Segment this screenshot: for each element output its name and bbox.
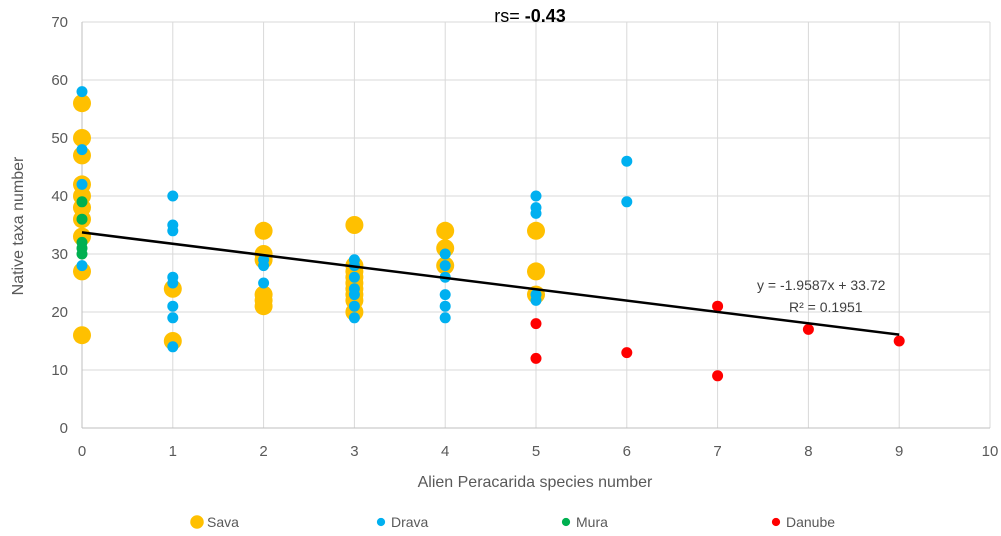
trendline-r-squared: R² = 0.1951: [789, 299, 863, 315]
legend: Sava Drava Mura Danube: [190, 514, 835, 530]
x-tick-label-9: 9: [895, 443, 903, 460]
point-sava-30: [527, 221, 545, 240]
y-tick-label-20: 20: [51, 304, 68, 321]
x-tick-label-5: 5: [532, 443, 540, 460]
point-danube-0: [530, 318, 542, 330]
point-drava-3: [76, 260, 88, 272]
point-sava-31: [527, 262, 545, 281]
point-sava-17: [254, 297, 273, 316]
point-drava-23: [439, 260, 451, 272]
y-axis-title: Native taxa number: [10, 156, 27, 295]
point-sava-27: [436, 221, 455, 240]
y-tick-label-30: 30: [51, 246, 68, 263]
correlation-annotation: rs= -0.43: [494, 6, 566, 26]
point-drava-33: [621, 155, 633, 167]
point-drava-11: [167, 341, 179, 353]
x-tick-label-0: 0: [78, 443, 86, 460]
point-drava-8: [167, 277, 179, 289]
trendline: [81, 231, 900, 336]
x-tick-label-3: 3: [350, 443, 358, 460]
x-tick-label-4: 4: [441, 443, 449, 460]
axes: 0 10 20 30 40 50 60 70 0 1 2 3 4 5 6 7 8 9 10: [51, 14, 998, 460]
point-drava-10: [167, 312, 179, 324]
y-tick-label-0: 0: [60, 420, 68, 437]
point-sava-12: [254, 221, 273, 240]
point-drava-30: [530, 207, 542, 219]
point-mura-0: [76, 196, 88, 208]
point-drava-27: [439, 312, 451, 324]
point-danube-1: [530, 352, 542, 364]
point-drava-32: [530, 294, 542, 306]
legend-label-drava: Drava: [391, 514, 429, 530]
point-sava-18: [345, 216, 364, 234]
series-danube: [530, 300, 905, 382]
x-tick-label-1: 1: [169, 443, 177, 460]
point-drava-2: [76, 178, 88, 190]
point-drava-6: [167, 225, 179, 237]
point-danube-4: [712, 370, 724, 382]
point-sava-0: [73, 94, 91, 113]
y-tick-label-70: 70: [51, 14, 68, 31]
point-drava-28: [530, 190, 542, 202]
legend-marker-danube: [771, 517, 781, 527]
point-sava-9: [73, 326, 91, 345]
series-mura: [76, 196, 88, 260]
legend-marker-drava: [376, 517, 386, 527]
point-drava-1: [76, 144, 88, 156]
point-drava-26: [439, 300, 451, 312]
legend-label-mura: Mura: [576, 514, 608, 530]
y-tick-label-40: 40: [51, 188, 68, 205]
trendline-group: [81, 231, 900, 336]
y-tick-label-50: 50: [51, 130, 68, 147]
gridlines: [82, 21, 991, 428]
point-drava-13: [258, 260, 270, 272]
x-tick-label-2: 2: [259, 443, 267, 460]
point-drava-0: [76, 86, 88, 98]
point-drava-14: [258, 277, 270, 289]
x-tick-label-6: 6: [623, 443, 631, 460]
legend-marker-sava: [190, 515, 204, 529]
point-drava-4: [167, 190, 179, 202]
legend-label-danube: Danube: [786, 514, 835, 530]
legend-marker-mura: [561, 517, 571, 527]
x-tick-label-10: 10: [982, 443, 999, 460]
point-danube-5: [802, 323, 814, 335]
x-tick-label-7: 7: [713, 443, 721, 460]
point-drava-34: [621, 196, 633, 208]
point-danube-2: [621, 347, 633, 359]
data-points: [73, 86, 905, 382]
point-drava-25: [439, 289, 451, 301]
point-drava-9: [167, 300, 179, 312]
point-danube-6: [893, 335, 905, 347]
point-drava-22: [439, 248, 451, 260]
point-drava-21: [348, 312, 360, 324]
point-danube-3: [712, 300, 724, 312]
legend-label-sava: Sava: [207, 514, 239, 530]
point-mura-4: [76, 248, 88, 260]
point-drava-17: [348, 271, 360, 283]
point-drava-19: [348, 289, 360, 301]
series-drava: [76, 86, 633, 353]
point-sava-1: [73, 129, 91, 147]
y-tick-label-10: 10: [51, 362, 68, 379]
y-tick-label-60: 60: [51, 72, 68, 89]
trendline-equation: y = -1.9587x + 33.72: [757, 277, 886, 293]
x-tick-label-8: 8: [804, 443, 812, 460]
point-drava-20: [348, 300, 360, 312]
x-axis-title: Alien Peracarida species number: [418, 474, 653, 491]
point-mura-1: [76, 213, 88, 225]
